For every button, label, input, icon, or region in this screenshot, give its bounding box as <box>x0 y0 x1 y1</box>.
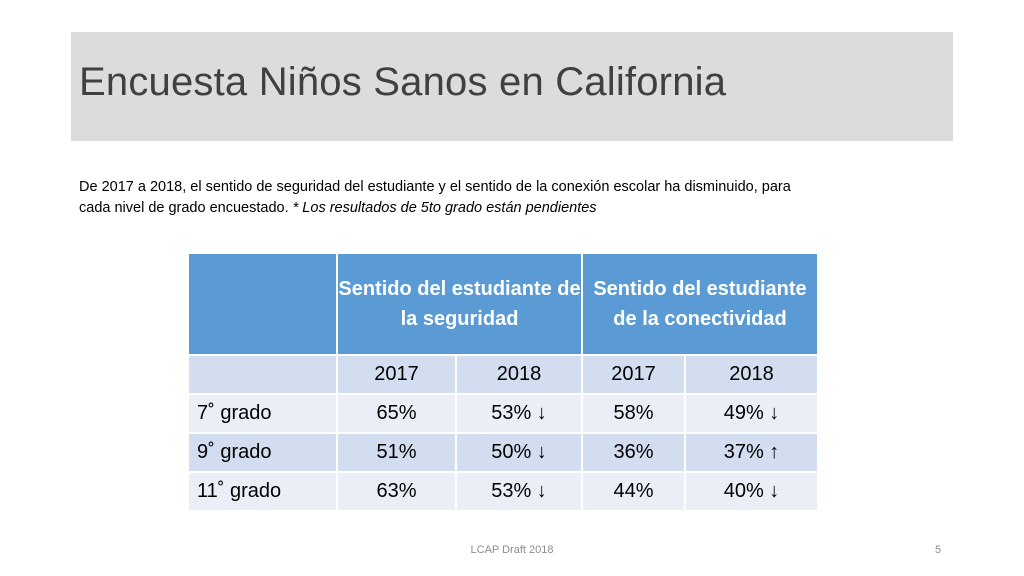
grade-label: 9˚ grado <box>187 432 338 473</box>
header-seguridad: Sentido del estudiante de la seguridad <box>336 252 583 356</box>
pending-note: * Los resultados de 5to grado están pend… <box>292 200 597 216</box>
value-cell: 51% <box>336 432 457 473</box>
value-cell: 65% <box>336 393 457 434</box>
value-cell: 63% <box>336 471 457 512</box>
value-cell: 50% ↓ <box>455 432 583 473</box>
value-cell: 36% <box>581 432 686 473</box>
corner-cell <box>187 252 338 356</box>
header-conectividad: Sentido del estudiante de la conectivida… <box>581 252 819 356</box>
year-cell: 2018 <box>684 354 819 395</box>
description-text: De 2017 a 2018, el sentido de seguridad … <box>79 179 791 216</box>
year-cell: 2017 <box>581 354 686 395</box>
table-row: 11˚ grado 63% 53% ↓ 44% 40% ↓ <box>187 471 819 512</box>
slide-description: De 2017 a 2018, el sentido de seguridad … <box>79 177 809 219</box>
value-cell: 58% <box>581 393 686 434</box>
footer-label: LCAP Draft 2018 <box>470 544 554 556</box>
value-cell: 53% ↓ <box>455 471 583 512</box>
value-cell: 44% <box>581 471 686 512</box>
years-row: 2017 2018 2017 2018 <box>187 354 819 395</box>
title-band: Encuesta Niños Sanos en California <box>71 32 953 141</box>
years-row-label <box>187 354 338 395</box>
table-row: 9˚ grado 51% 50% ↓ 36% 37% ↑ <box>187 432 819 473</box>
results-table: Sentido del estudiante de la seguridad S… <box>187 252 819 512</box>
value-cell: 53% ↓ <box>455 393 583 434</box>
table-header-row: Sentido del estudiante de la seguridad S… <box>187 252 819 356</box>
value-cell: 49% ↓ <box>684 393 819 434</box>
table-row: 7˚ grado 65% 53% ↓ 58% 49% ↓ <box>187 393 819 434</box>
grade-label: 11˚ grado <box>187 471 338 512</box>
year-cell: 2017 <box>336 354 457 395</box>
page-number: 5 <box>935 544 942 556</box>
year-cell: 2018 <box>455 354 583 395</box>
slide-title: Encuesta Niños Sanos en California <box>79 60 727 104</box>
value-cell: 37% ↑ <box>684 432 819 473</box>
value-cell: 40% ↓ <box>684 471 819 512</box>
grade-label: 7˚ grado <box>187 393 338 434</box>
